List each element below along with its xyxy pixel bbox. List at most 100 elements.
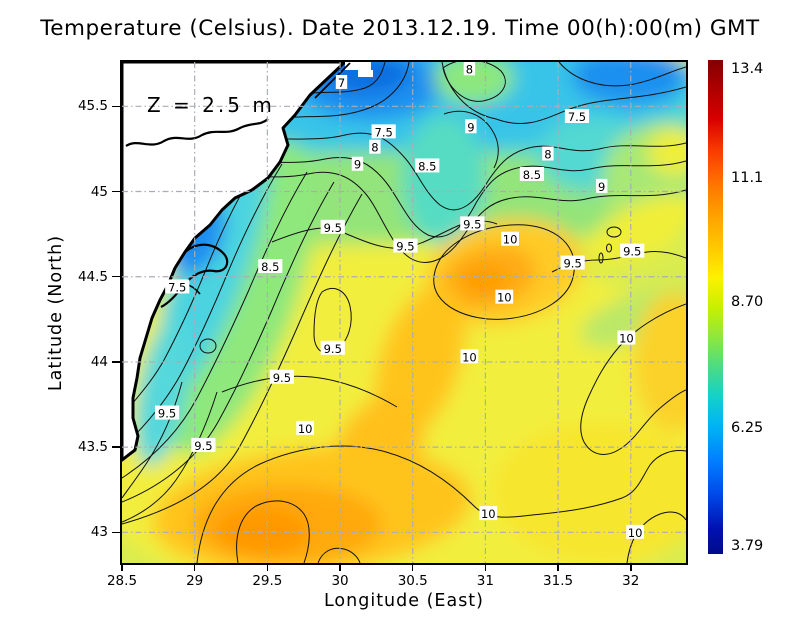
- contour-label-box: [269, 369, 294, 384]
- contour-label: 8.5: [415, 158, 440, 173]
- contour-line-closed: [598, 252, 604, 264]
- contour-label-value: 7.5: [375, 125, 393, 139]
- x-tick: [557, 564, 559, 571]
- y-axis-title: Latitude (North): [46, 234, 66, 392]
- contour-label-box: [369, 139, 381, 154]
- contour-label-value: 10: [628, 526, 643, 540]
- contour-line-10-5: [317, 547, 361, 563]
- contour-label-value: 9.5: [273, 371, 291, 385]
- contour-label: 10: [479, 506, 498, 521]
- depth-annotation: Z = 2.5 m: [147, 93, 275, 117]
- x-tick-label: 32: [622, 573, 640, 589]
- y-tick-label: 43: [90, 524, 108, 541]
- contour-label-box: [296, 420, 315, 435]
- colorbar-tick-label: 13.4: [731, 61, 764, 77]
- contour-label: 9.5: [460, 216, 485, 231]
- x-tick-label: 31: [476, 573, 494, 589]
- contour-label-box: [393, 238, 418, 253]
- x-tick: [266, 564, 269, 571]
- y-tick: [112, 361, 120, 363]
- contour-label-box: [465, 119, 477, 134]
- contour-label-box: [501, 231, 520, 246]
- contour-label: 9.5: [191, 437, 216, 453]
- x-axis-title: Longitude (East): [323, 591, 485, 611]
- y-tick: [112, 446, 120, 448]
- contour-line-closed: [199, 338, 217, 354]
- contour-label-value: 10: [619, 332, 634, 346]
- contour-line-9-5: [122, 193, 363, 525]
- contour-label: 9.5: [154, 405, 180, 421]
- x-tick: [121, 564, 123, 571]
- contour-label-box: [617, 330, 636, 345]
- danube-delta-channel: [314, 62, 351, 99]
- contour-label: 7.5: [371, 124, 396, 139]
- contour-label-value: 8.5: [523, 168, 541, 182]
- contour-label: 10: [296, 420, 315, 436]
- contour-label: 9: [465, 119, 477, 134]
- contour-label: 8.5: [519, 166, 545, 182]
- contour-label-box: [620, 243, 645, 258]
- contour-label-value: 8.5: [418, 159, 436, 173]
- contour-label: 7.5: [564, 109, 590, 124]
- contour-label: 9.5: [320, 219, 345, 235]
- contour-label-value: 9.5: [194, 439, 212, 453]
- contour-label-box: [191, 437, 216, 452]
- contour-line-10: [196, 445, 686, 563]
- delta-lakes-line: [125, 118, 269, 147]
- contour-label-value: 8.5: [261, 260, 279, 274]
- contour-lines: [122, 62, 686, 563]
- contour-line-10: [626, 511, 686, 563]
- x-tick: [484, 564, 487, 571]
- contour-label-box: [165, 279, 190, 294]
- contour-label-box: [463, 62, 476, 76]
- x-tick: [411, 564, 414, 571]
- plot-title: Temperature (Celsius). Date 2013.12.19. …: [40, 16, 760, 41]
- contour-label-value: 9.5: [623, 245, 641, 259]
- y-tick: [112, 275, 120, 278]
- contour-label-value: 9: [467, 120, 474, 134]
- contour-label-box: [595, 178, 608, 193]
- contour-label-value: 7.5: [568, 110, 586, 124]
- contour-label-value: 9.5: [563, 257, 581, 271]
- contour-label-value: 9.5: [396, 240, 414, 254]
- y-tick-label: 44: [90, 353, 108, 370]
- contour-line-closed: [606, 243, 612, 253]
- contour-label-value: 10: [503, 233, 518, 247]
- contour-label: 10: [626, 524, 645, 540]
- contour-line-8: [442, 62, 506, 102]
- contour-line-9: [177, 171, 686, 263]
- x-tick-label: 28.5: [106, 573, 138, 589]
- contour-label: 9.5: [560, 255, 585, 271]
- contour-label: 9.5: [620, 243, 645, 259]
- contour-label-box: [335, 74, 348, 89]
- contour-label-box: [371, 124, 396, 139]
- contour-label-value: 10: [298, 422, 313, 436]
- contour-label-box: [154, 405, 180, 420]
- contour-label-box: [460, 349, 479, 364]
- contour-label-box: [542, 146, 554, 161]
- contour-line-9-5: [122, 381, 183, 499]
- contour-label: 9.5: [269, 369, 294, 385]
- contour-label-value: 10: [497, 291, 512, 305]
- contour-label-box: [258, 258, 283, 273]
- x-tick-label: 30: [331, 573, 349, 589]
- contour-label-box: [415, 158, 440, 173]
- contour-label-value: 9: [598, 180, 605, 194]
- colorbar-tick-label: 11.1: [731, 170, 764, 187]
- x-tick-label: 30.5: [397, 573, 428, 589]
- contour-label-value: 7.5: [168, 280, 186, 294]
- contour-label-box: [320, 219, 345, 234]
- contour-line-8-5: [193, 157, 686, 238]
- y-tick-label: 45: [90, 183, 108, 200]
- y-tick-label: 44.5: [77, 268, 108, 285]
- contour-label-value: 7: [338, 76, 345, 90]
- map-plot-area: 7 8 7.5 7.5 8 9 8.5 9 8 8.5 9 8.5 7.5 9.5 9.5 9.5 10 9.5 9…: [120, 60, 688, 565]
- contour-label-value: 8: [544, 148, 551, 162]
- colorbar-tick-label: 6.25: [731, 419, 764, 436]
- contour-label-box: [626, 524, 645, 539]
- land-cell: [358, 70, 373, 77]
- contour-label-box: [564, 109, 590, 124]
- contour-label: 9.5: [320, 340, 345, 356]
- contour-label-box: [320, 340, 345, 355]
- contour-label: 7: [335, 74, 348, 90]
